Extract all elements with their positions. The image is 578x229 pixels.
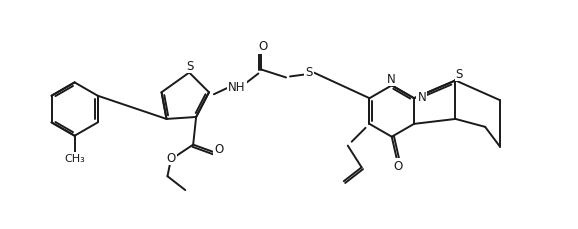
- Text: O: O: [259, 40, 268, 53]
- Text: N: N: [417, 90, 426, 103]
- Text: O: O: [393, 159, 402, 172]
- Text: O: O: [167, 151, 176, 164]
- Text: S: S: [455, 68, 463, 81]
- Text: NH: NH: [228, 80, 246, 93]
- Text: N: N: [386, 73, 395, 86]
- Text: O: O: [214, 142, 224, 155]
- Text: S: S: [187, 60, 194, 73]
- Text: S: S: [305, 66, 313, 79]
- Text: CH₃: CH₃: [64, 154, 85, 164]
